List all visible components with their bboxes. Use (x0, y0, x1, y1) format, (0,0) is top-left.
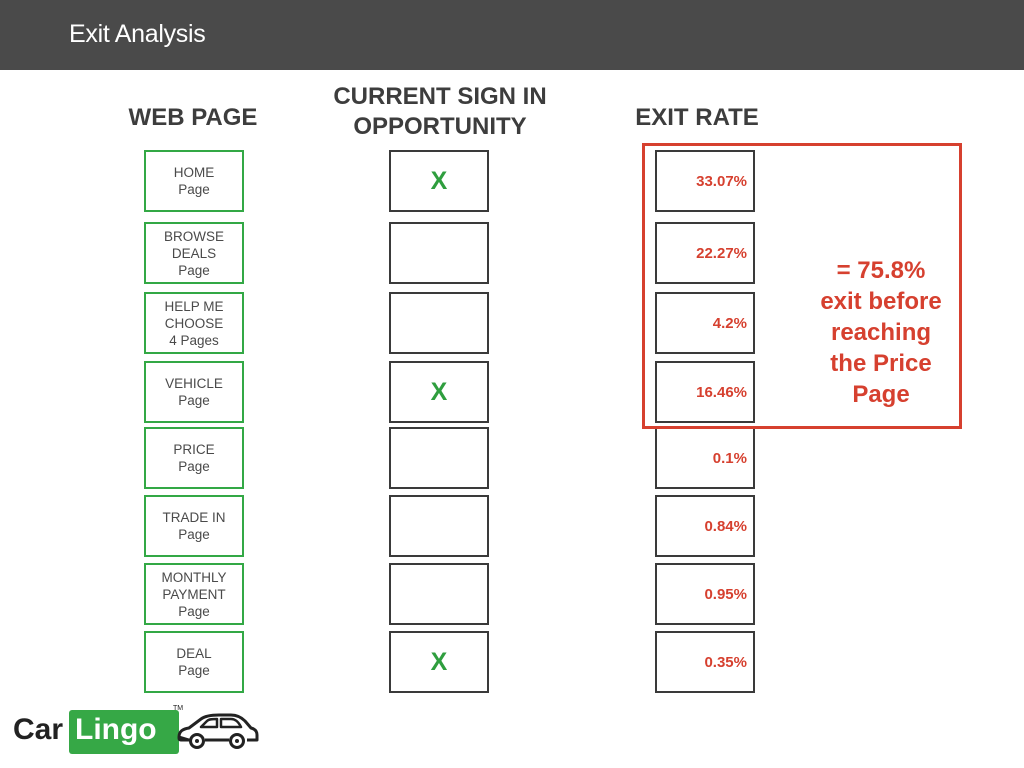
callout-line: Page (852, 381, 910, 408)
web-page-label-line: PRICE (173, 442, 215, 457)
exit-rate-value: 0.1% (712, 449, 747, 467)
exit-summary-callout: = 75.8% exit before reaching the Price P… (800, 255, 962, 410)
sign-in-cell: X (389, 361, 489, 423)
web-page-label-line: BROWSE (163, 228, 224, 244)
web-page-cell: PRICE Page (144, 427, 244, 489)
exit-rate-cell: 0.84% (655, 495, 755, 557)
web-page-label-line: VEHICLE (165, 376, 223, 391)
logo-trademark: TM (173, 705, 184, 712)
web-page-cell: DEAL Page (144, 631, 244, 693)
web-page-label-line: HOME (173, 165, 215, 180)
sign-in-mark: X (430, 377, 448, 406)
web-page-label-line: DEALS (171, 245, 217, 261)
title-bar: Exit Analysis (0, 0, 1024, 70)
web-page-cell: BROWSE DEALS Page (144, 222, 244, 284)
web-page-cell: TRADE IN Page (144, 495, 244, 557)
logo-text-car: Car (13, 713, 64, 746)
web-page-label-line: HELP ME (164, 298, 224, 314)
web-page-label-line: DEAL (176, 646, 212, 661)
sign-in-cell: X (389, 631, 489, 693)
sign-in-cell: X (389, 150, 489, 212)
web-page-label-line: Page (178, 663, 210, 678)
sign-in-cell (389, 563, 489, 625)
sign-in-cell (389, 427, 489, 489)
web-page-label-line: PAYMENT (162, 586, 226, 602)
web-page-label-line: MONTHLY (161, 569, 227, 585)
callout-line: = 75.8% (836, 257, 926, 284)
callout-line: reaching (830, 319, 932, 346)
carlingo-logo: Car Lingo TM (13, 705, 263, 756)
sign-in-cell (389, 495, 489, 557)
web-page-label-line: 4 Pages (169, 332, 219, 348)
header-web-page: WEB PAGE (128, 104, 258, 131)
car-icon (175, 711, 261, 756)
exit-rate-cell: 16.46% (655, 361, 755, 423)
exit-rate-cell: 22.27% (655, 222, 755, 284)
exit-rate-cell: 4.2% (655, 292, 755, 354)
web-page-label-line: CHOOSE (164, 315, 224, 331)
exit-rate-value: 33.07% (696, 172, 747, 190)
web-page-label-line: Page (178, 262, 210, 278)
web-page-cell: VEHICLE Page (144, 361, 244, 423)
web-page-cell: HOME Page (144, 150, 244, 212)
callout-line: exit before (820, 288, 942, 315)
web-page-label-line: Page (178, 393, 210, 408)
exit-rate-value: 4.2% (712, 314, 747, 332)
web-page-cell: MONTHLY PAYMENT Page (144, 563, 244, 625)
header-exit-rate: EXIT RATE (635, 104, 759, 131)
logo-lingo-background (69, 710, 179, 754)
exit-rate-value: 0.84% (704, 517, 747, 535)
web-page-label-line: Page (178, 459, 210, 474)
sign-in-mark: X (430, 166, 448, 195)
exit-highlight-box (642, 143, 962, 429)
web-page-label-line: Page (178, 182, 210, 197)
web-page-cell: HELP ME CHOOSE 4 Pages (144, 292, 244, 354)
web-page-label-line: TRADE IN (162, 510, 226, 525)
logo-text-lingo: Lingo (75, 713, 157, 746)
header-sign-in-opportunity: CURRENT SIGN IN OPPORTUNITY (333, 83, 547, 140)
sign-in-mark: X (430, 647, 448, 676)
exit-rate-value: 0.95% (704, 585, 747, 603)
exit-rate-value: 16.46% (696, 383, 747, 401)
page-title: Exit Analysis (69, 20, 206, 48)
exit-rate-value: 22.27% (696, 244, 747, 262)
web-page-label-line: Page (178, 603, 210, 619)
exit-rate-cell: 0.95% (655, 563, 755, 625)
sign-in-cell (389, 222, 489, 284)
sign-in-cell (389, 292, 489, 354)
exit-rate-value: 0.35% (704, 653, 747, 671)
exit-rate-cell: 0.35% (655, 631, 755, 693)
web-page-label-line: Page (178, 527, 210, 542)
exit-rate-cell: 0.1% (655, 427, 755, 489)
callout-line: the Price (830, 350, 932, 377)
exit-rate-cell: 33.07% (655, 150, 755, 212)
